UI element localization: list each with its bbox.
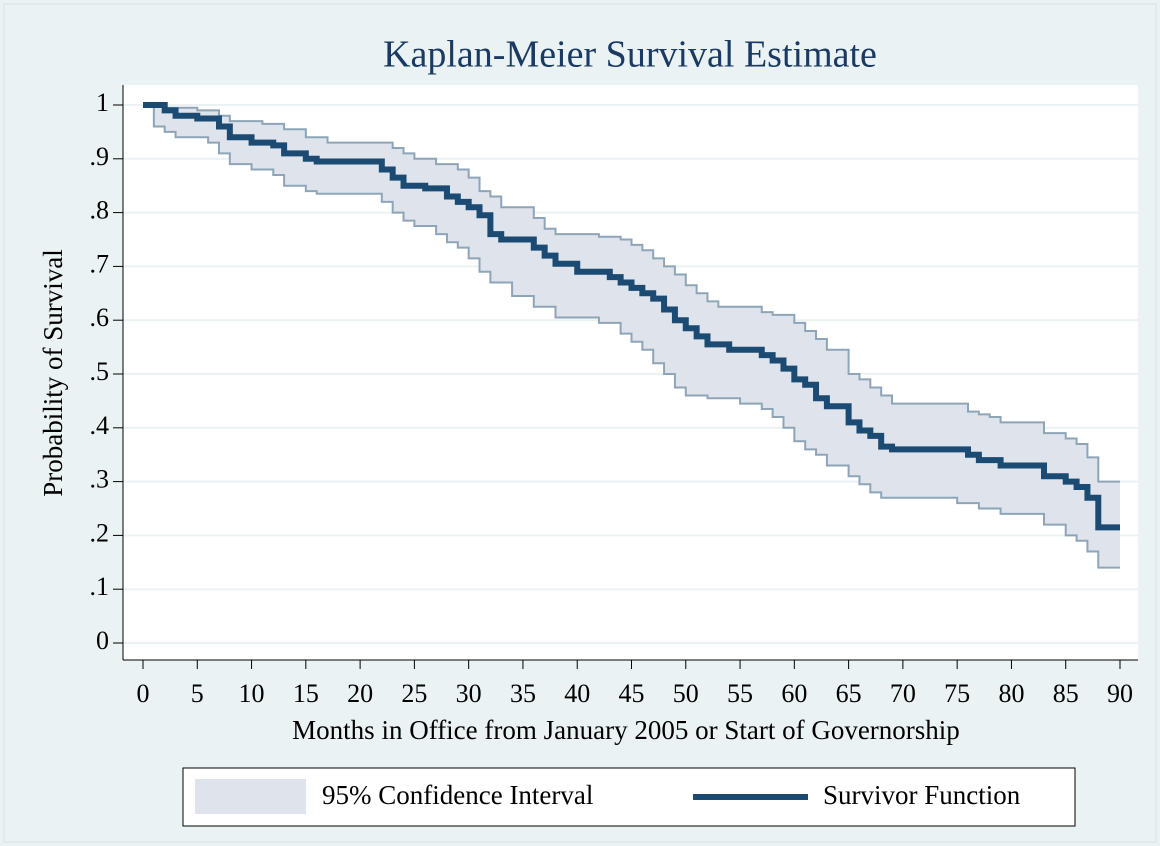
ci-lower-line [143, 104, 1120, 569]
legend [182, 767, 1076, 827]
legend-label: Survivor Function [823, 780, 1021, 810]
x-tick-label: 40 [564, 679, 590, 708]
legend-swatch [195, 779, 306, 814]
y-tick-label: .4 [90, 411, 110, 440]
chart-title: Kaplan-Meier Survival Estimate [383, 34, 877, 76]
x-tick-label: 70 [890, 679, 916, 708]
x-tick-label: 35 [510, 679, 536, 708]
x-tick-label: 10 [239, 679, 265, 708]
y-tick-label: .3 [90, 465, 110, 494]
y-tick-label: .2 [90, 518, 110, 547]
y-tick-label: .7 [90, 249, 110, 278]
x-tick-label: 0 [137, 679, 150, 708]
x-tick-label: 25 [401, 679, 427, 708]
y-tick-label: .1 [90, 572, 110, 601]
x-tick-label: 80 [998, 679, 1024, 708]
y-tick-label: 0 [96, 626, 109, 655]
x-tick-label: 50 [673, 679, 699, 708]
y-tick-label: .9 [90, 142, 110, 171]
survivor-line [143, 102, 1120, 531]
x-tick-label: 45 [619, 679, 645, 708]
y-tick-label: 1 [96, 88, 109, 117]
x-tick-label: 90 [1107, 679, 1133, 708]
x-tick-label: 15 [293, 679, 319, 708]
x-tick-label: 55 [727, 679, 753, 708]
x-tick-label: 60 [781, 679, 807, 708]
ci-upper-line [143, 104, 1120, 483]
x-tick-label: 30 [456, 679, 482, 708]
x-tick-label: 65 [836, 679, 862, 708]
y-tick-label: .5 [90, 357, 110, 386]
x-tick-label: 75 [944, 679, 970, 708]
legend-label: 95% Confidence Interval [322, 780, 593, 810]
x-axis-label: Months in Office from January 2005 or St… [292, 715, 960, 745]
x-tick-label: 20 [347, 679, 373, 708]
x-tick-label: 85 [1053, 679, 1079, 708]
y-axis-label: Probability of Survival [38, 249, 68, 496]
x-tick-label: 5 [191, 679, 204, 708]
y-tick-label: .8 [90, 196, 110, 225]
plot-content: 0.1.2.3.4.5.6.7.8.910 5 10 15 20 25 30 35 40 45 50… [90, 85, 1138, 708]
y-tick-label: .6 [90, 303, 110, 332]
